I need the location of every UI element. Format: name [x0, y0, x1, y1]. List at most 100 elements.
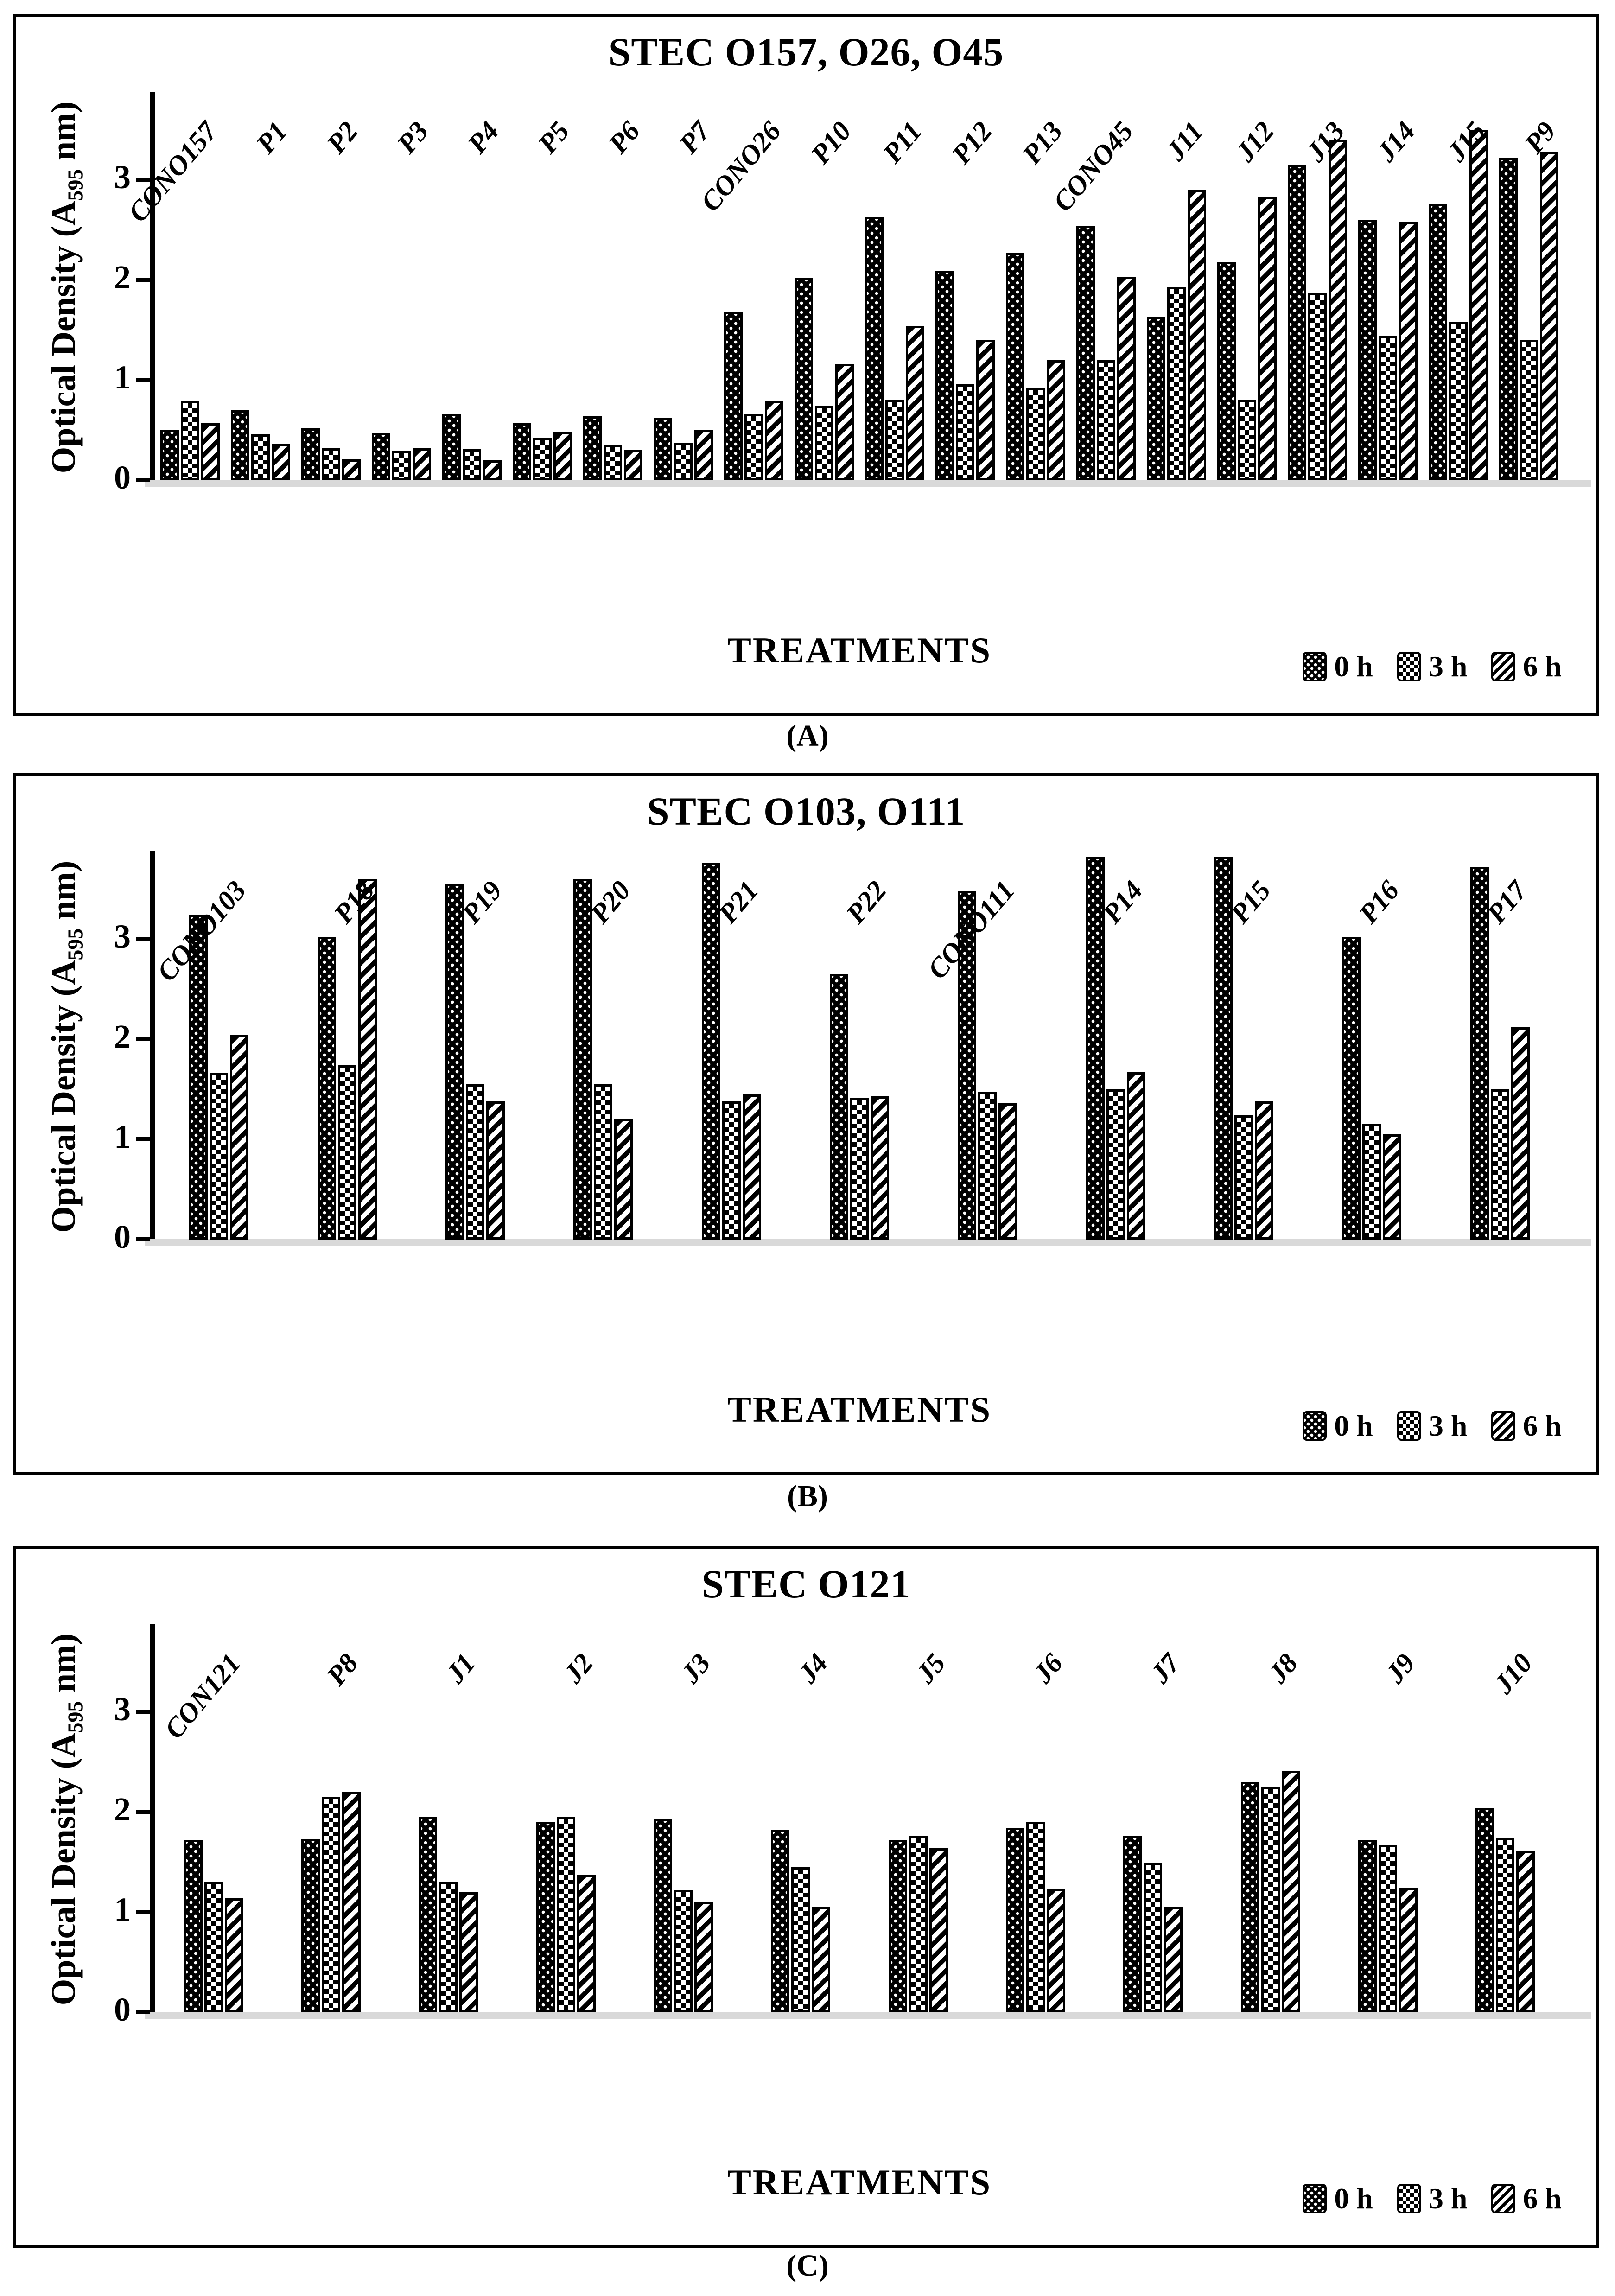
bar-P13-3h — [1026, 388, 1045, 480]
bar-J3-0h — [654, 1819, 672, 2012]
legend-item-6h: 6 h — [1491, 1409, 1562, 1443]
bar-J6-6h — [1047, 1889, 1065, 2012]
plot-area: 0 1 2 3 CONO157 P1 P2 P3 P4 P5 P6 P7 CONO26 P10 P11 P12… — [114, 92, 1591, 494]
bar-J7-3h — [1144, 1863, 1163, 2012]
legend-label: 3 h — [1428, 650, 1468, 683]
bar-P2-6h — [342, 459, 361, 480]
bar-P15-3h — [1234, 1115, 1253, 1240]
x-tick-label-J9: J9 — [1380, 1647, 1421, 1689]
bar-J9-3h — [1379, 1845, 1397, 2012]
bar-J13-3h — [1308, 293, 1327, 480]
bar-J12-6h — [1258, 197, 1277, 480]
y-axis-title-text: Optical Density (A — [45, 1733, 83, 2006]
bar-J10-0h — [1475, 1808, 1494, 2012]
bar-J15-3h — [1449, 322, 1468, 480]
legend-swatch-checkerboard-icon — [1397, 652, 1421, 681]
y-axis-title-subscript: 595 — [63, 169, 87, 201]
x-tick-label-J1: J1 — [440, 1647, 482, 1689]
x-axis-baseline — [145, 2012, 1591, 2019]
x-tick-label-P6: P6 — [602, 115, 646, 159]
y-tick-mark-3 — [136, 1709, 150, 1714]
bar-J12-0h — [1217, 261, 1236, 480]
bar-J5-3h — [909, 1836, 928, 2012]
bar-P17-3h — [1490, 1089, 1509, 1240]
bar-CONO111-6h — [998, 1103, 1017, 1240]
bar-P21-0h — [701, 863, 720, 1240]
legend-swatch-checkerboard-icon — [1397, 1411, 1421, 1441]
bar-P22-3h — [850, 1098, 869, 1240]
x-tick-label-J3: J3 — [675, 1647, 717, 1689]
x-tick-label-P8: P8 — [320, 1647, 364, 1692]
bar-J5-0h — [888, 1840, 907, 2012]
x-tick-label-P10: P10 — [805, 115, 858, 170]
x-axis-title: TREATMENTS — [727, 1389, 992, 1430]
bar-CONO111-3h — [978, 1092, 997, 1240]
x-tick-label-P5: P5 — [532, 115, 576, 159]
x-tick-label-P1: P1 — [250, 115, 294, 159]
bar-J10-3h — [1496, 1838, 1515, 2012]
bar-J11-6h — [1188, 190, 1206, 480]
y-axis-title-unit: nm) — [45, 101, 83, 169]
x-tick-label-J4: J4 — [792, 1647, 834, 1689]
legend-label: 6 h — [1523, 650, 1562, 683]
bar-P2-0h — [301, 428, 320, 480]
bar-P7-6h — [694, 430, 713, 480]
panel-label-c: (C) — [786, 2249, 829, 2283]
y-axis-title: Optical Density (A595 nm) — [29, 95, 103, 480]
legend-item-6h: 6 h — [1491, 649, 1562, 684]
bar-P13-6h — [1047, 360, 1065, 480]
bar-P15-6h — [1255, 1101, 1274, 1240]
x-tick-label-J6: J6 — [1027, 1647, 1069, 1689]
bar-P17-6h — [1511, 1027, 1530, 1240]
bar-CONO157-0h — [160, 430, 179, 480]
bar-P18-6h — [358, 879, 377, 1240]
bar-J5-6h — [929, 1848, 948, 2012]
bar-P11-3h — [885, 400, 904, 480]
x-tick-label-J10: J10 — [1488, 1647, 1539, 1700]
y-tick-label-2: 2 — [114, 258, 131, 296]
bar-P5-0h — [513, 423, 531, 480]
bar-P2-3h — [322, 448, 340, 480]
legend-label: 6 h — [1523, 2182, 1562, 2215]
bar-CON121-0h — [184, 1840, 203, 2012]
x-tick-label-J12: J12 — [1229, 115, 1280, 168]
x-tick-label-P7: P7 — [673, 115, 717, 159]
bar-P14-6h — [1126, 1072, 1145, 1240]
x-tick-label-CON121: CON121 — [159, 1647, 247, 1745]
legend-label: 3 h — [1428, 2182, 1468, 2215]
bar-P12-6h — [976, 340, 995, 480]
bar-P1-0h — [231, 410, 249, 480]
legend: 0 h 3 h 6 h — [1303, 2182, 1562, 2216]
x-tick-label-P22: P22 — [840, 875, 893, 929]
bar-J6-3h — [1026, 1822, 1045, 2012]
panel-b-stec-o103-o111: STEC O103, O111 Optical Density (A595 nm… — [13, 773, 1599, 1475]
legend: 0 h 3 h 6 h — [1303, 1409, 1562, 1443]
bar-P1-6h — [272, 444, 290, 480]
bar-P5-3h — [533, 438, 552, 480]
bar-P9-6h — [1540, 152, 1558, 480]
legend-swatch-dots-on-black-icon — [1303, 2184, 1327, 2213]
bar-J1-0h — [419, 1817, 438, 2012]
bar-P17-0h — [1470, 867, 1489, 1240]
bar-P8-0h — [301, 1839, 320, 2012]
legend-label: 0 h — [1334, 650, 1373, 683]
legend-item-3h: 3 h — [1397, 1409, 1467, 1443]
bar-CONO45-6h — [1117, 277, 1136, 480]
bar-CONO103-6h — [230, 1035, 249, 1240]
bar-CONO111-0h — [958, 890, 977, 1240]
legend-swatch-checkerboard-icon — [1397, 2184, 1421, 2213]
bar-P19-3h — [465, 1084, 484, 1240]
bar-P7-3h — [674, 443, 693, 480]
bar-P6-6h — [624, 450, 642, 480]
y-axis-title-unit: nm) — [45, 1633, 83, 1701]
legend-swatch-diagonal-stripes-icon — [1491, 652, 1516, 681]
y-axis-title-text: Optical Density (A — [45, 960, 83, 1233]
bar-P9-0h — [1499, 158, 1518, 480]
bar-P12-3h — [956, 384, 974, 480]
bar-P4-0h — [442, 414, 461, 480]
bar-P21-3h — [722, 1101, 741, 1240]
y-axis-title-text: Optical Density (A — [45, 201, 83, 474]
y-tick-label-0: 0 — [114, 1218, 131, 1255]
bar-J14-3h — [1379, 336, 1397, 480]
